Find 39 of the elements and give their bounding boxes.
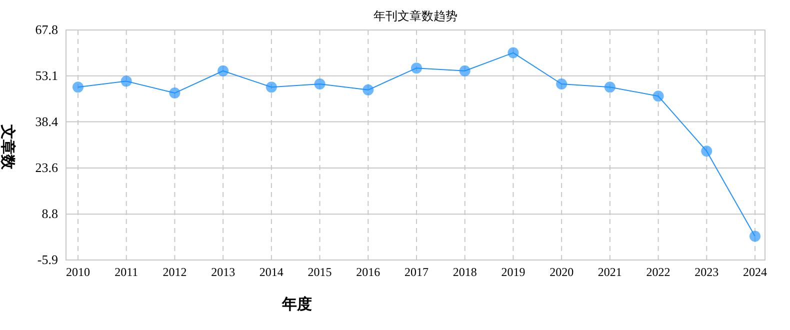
point bbox=[556, 78, 568, 90]
point bbox=[362, 84, 374, 96]
x-axis-title: 年度 bbox=[281, 295, 312, 313]
point bbox=[604, 82, 616, 93]
x-tick-label: 2022 bbox=[646, 265, 670, 279]
y-tick-label: 67.8 bbox=[35, 22, 58, 37]
y-tick-label: -5.9 bbox=[37, 252, 58, 267]
y-tick-label: 23.6 bbox=[35, 160, 58, 175]
x-tick-label: 2015 bbox=[308, 265, 332, 279]
x-tick-label: 2014 bbox=[259, 265, 284, 279]
x-tick-label: 2016 bbox=[356, 265, 380, 279]
point bbox=[266, 82, 277, 93]
point bbox=[701, 146, 712, 157]
x-tick-label: 2021 bbox=[598, 265, 622, 279]
x-tick-label: 2017 bbox=[404, 265, 428, 279]
point bbox=[750, 230, 760, 242]
y-axis-title: 文章数 bbox=[0, 124, 17, 170]
x-tick-label: 2020 bbox=[550, 265, 574, 279]
point bbox=[72, 82, 84, 93]
x-tick-label: 2018 bbox=[452, 265, 477, 279]
x-tick-label: 2013 bbox=[211, 265, 236, 279]
y-tick-label: 53.1 bbox=[35, 68, 58, 83]
x-tick-label: 2024 bbox=[743, 265, 767, 279]
point bbox=[120, 76, 132, 87]
point bbox=[314, 78, 326, 90]
x-tick-label: 2019 bbox=[501, 265, 526, 279]
x-tick-label: 2011 bbox=[114, 265, 138, 279]
point bbox=[508, 47, 519, 58]
y-tick-label: 38.4 bbox=[35, 114, 58, 129]
x-tick-label: 2023 bbox=[694, 265, 719, 279]
point bbox=[411, 62, 422, 74]
chart-title: 年刊文章数趋势 bbox=[374, 9, 458, 23]
point bbox=[652, 90, 664, 102]
point bbox=[218, 65, 229, 76]
x-tick-label: 2012 bbox=[162, 265, 187, 279]
y-tick-label: 8.8 bbox=[42, 206, 58, 222]
point bbox=[169, 88, 180, 99]
point bbox=[459, 65, 470, 76]
x-tick-label: 2010 bbox=[66, 265, 90, 279]
